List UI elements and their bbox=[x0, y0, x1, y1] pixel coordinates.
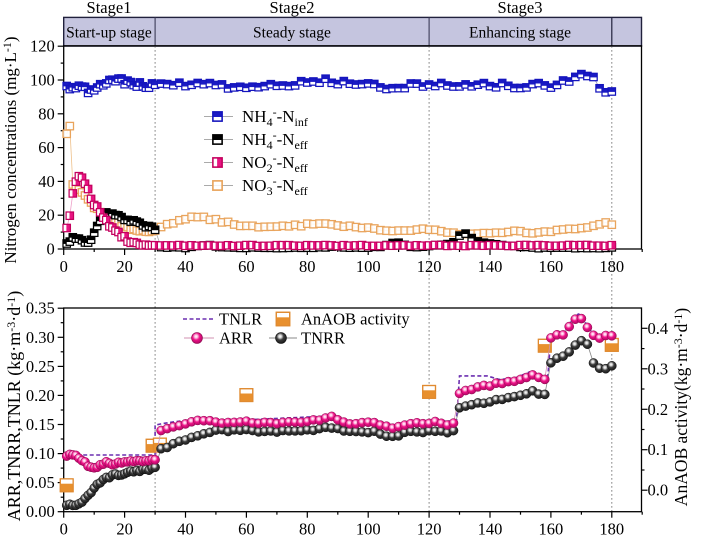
svg-text:80: 80 bbox=[299, 520, 316, 539]
svg-text:100: 100 bbox=[356, 520, 381, 539]
svg-text:0.05: 0.05 bbox=[26, 473, 55, 492]
svg-text:60: 60 bbox=[238, 520, 255, 539]
svg-text:TNLR: TNLR bbox=[219, 310, 262, 329]
svg-text:AnAOB activity: AnAOB activity bbox=[301, 310, 410, 329]
svg-text:120: 120 bbox=[417, 520, 442, 539]
svg-text:180: 180 bbox=[599, 257, 624, 276]
svg-text:Start-up stage: Start-up stage bbox=[66, 25, 152, 42]
svg-text:20: 20 bbox=[38, 206, 55, 225]
svg-text:Stage2: Stage2 bbox=[270, 0, 315, 17]
svg-text:0.15: 0.15 bbox=[26, 415, 55, 434]
svg-text:60: 60 bbox=[238, 257, 255, 276]
svg-text:180: 180 bbox=[599, 520, 624, 539]
svg-text:0: 0 bbox=[46, 240, 54, 259]
svg-text:AnAOB activity(kg·m-3·d-1): AnAOB activity(kg·m-3·d-1) bbox=[671, 308, 691, 507]
svg-text:160: 160 bbox=[539, 257, 564, 276]
svg-text:0.25: 0.25 bbox=[26, 357, 55, 376]
svg-text:ARR: ARR bbox=[219, 329, 253, 348]
svg-text:60: 60 bbox=[38, 138, 55, 157]
svg-text:0.20: 0.20 bbox=[26, 386, 55, 405]
svg-text:140: 140 bbox=[478, 257, 503, 276]
svg-text:0.1: 0.1 bbox=[648, 440, 669, 459]
svg-text:80: 80 bbox=[299, 257, 316, 276]
svg-text:20: 20 bbox=[116, 257, 133, 276]
svg-text:120: 120 bbox=[417, 257, 442, 276]
svg-text:0.00: 0.00 bbox=[26, 502, 55, 521]
svg-text:140: 140 bbox=[478, 520, 503, 539]
svg-text:0.2: 0.2 bbox=[648, 400, 669, 419]
svg-text:100: 100 bbox=[356, 257, 381, 276]
svg-text:100: 100 bbox=[30, 71, 55, 90]
svg-text:Enhancing stage: Enhancing stage bbox=[469, 25, 571, 42]
svg-text:Nitrogen concentrations (mg·L-: Nitrogen concentrations (mg·L-1) bbox=[0, 36, 20, 263]
svg-text:40: 40 bbox=[177, 257, 194, 276]
svg-text:Stage3: Stage3 bbox=[498, 0, 543, 17]
svg-text:0.0: 0.0 bbox=[648, 481, 669, 500]
svg-text:0.3: 0.3 bbox=[648, 359, 669, 378]
svg-text:40: 40 bbox=[177, 520, 194, 539]
svg-text:80: 80 bbox=[38, 104, 55, 123]
svg-text:0.35: 0.35 bbox=[26, 299, 55, 318]
svg-text:0: 0 bbox=[60, 520, 68, 539]
svg-text:160: 160 bbox=[539, 520, 564, 539]
svg-text:Stage1: Stage1 bbox=[87, 0, 132, 17]
svg-text:40: 40 bbox=[38, 172, 55, 191]
svg-text:0.10: 0.10 bbox=[26, 444, 55, 463]
svg-text:Steady stage: Steady stage bbox=[253, 25, 331, 42]
svg-text:TNRR: TNRR bbox=[301, 329, 345, 348]
svg-text:0.4: 0.4 bbox=[648, 319, 669, 338]
svg-text:120: 120 bbox=[30, 37, 55, 56]
svg-text:20: 20 bbox=[116, 520, 133, 539]
svg-text:0: 0 bbox=[60, 257, 68, 276]
svg-text:ARR,TNRR,TNLR (kg·m-3·d-1): ARR,TNRR,TNLR (kg·m-3·d-1) bbox=[4, 291, 25, 522]
svg-text:0.30: 0.30 bbox=[26, 328, 55, 347]
